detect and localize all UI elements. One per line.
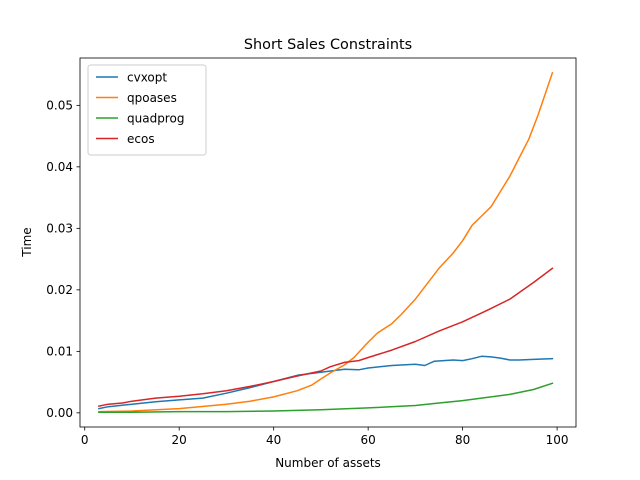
x-axis-label: Number of assets [275,456,381,470]
plot-area: 0 20 40 60 80 100 0.00 0.01 0.02 0.03 0.04 0.05 cvxo… [46,57,577,447]
y-axis-label: Time [20,227,34,257]
legend-label-quadprog: quadprog [127,111,184,125]
y-tick-label: 0.04 [46,160,73,174]
x-tick-label: 0 [81,433,89,447]
legend-label-qpoases: qpoases [127,91,177,105]
y-tick-label: 0.02 [46,283,73,297]
legend-label-cvxopt: cvxopt [127,70,167,84]
legend-label-ecos: ecos [127,132,155,146]
legend-box [87,64,207,156]
legend: cvxopt qpoases quadprog ecos [87,64,207,156]
x-tick-label: 20 [172,433,187,447]
y-tick-label: 0.01 [46,345,73,359]
x-tick-label: 100 [546,433,569,447]
x-tick-label: 60 [361,433,376,447]
y-tick-label: 0.03 [46,222,73,236]
chart-title: Short Sales Constraints [244,37,412,53]
y-tick-label: 0.00 [46,406,73,420]
series-line-ecos [98,267,554,407]
axes-frame [79,57,577,428]
x-tick-label: 40 [266,433,281,447]
series-line-quadprog [98,382,554,413]
series-line-cvxopt [98,355,554,410]
y-tick-label: 0.05 [46,99,73,113]
x-tick-label: 80 [455,433,470,447]
series-line-qpoases [98,71,554,413]
